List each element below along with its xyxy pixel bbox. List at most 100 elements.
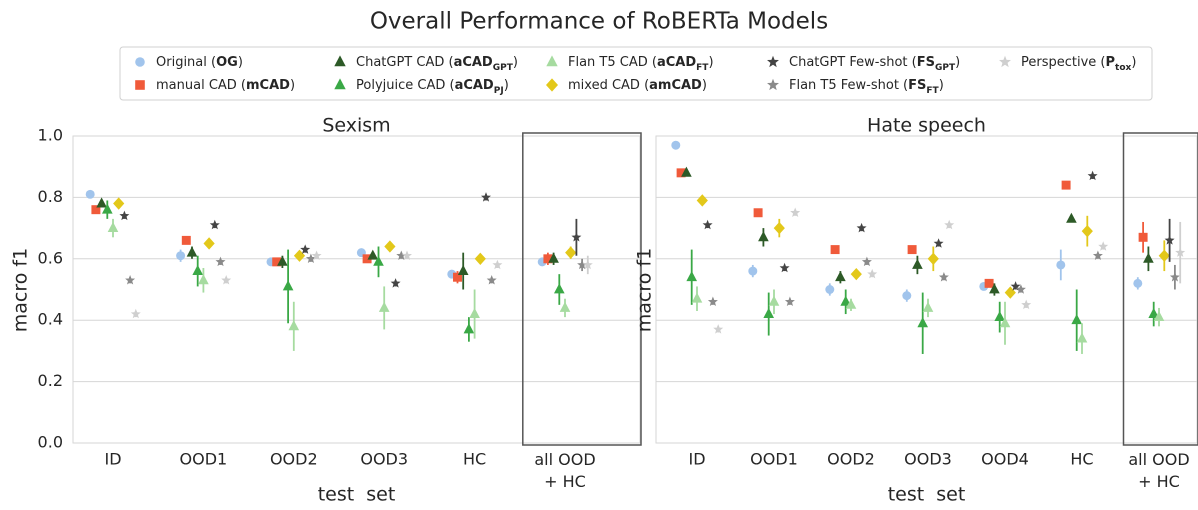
- legend-label-part: GPT: [493, 63, 514, 73]
- marker: [1066, 212, 1077, 223]
- marker: [681, 166, 692, 177]
- legend-label-part: aCAD: [657, 55, 696, 70]
- legend-label-part: FT: [926, 86, 939, 96]
- legend-box: [119, 46, 1153, 101]
- legend-label-part: ): [702, 78, 707, 93]
- marker: [373, 255, 384, 266]
- marker: [1010, 281, 1021, 291]
- marker: [221, 275, 232, 285]
- marker: [367, 249, 379, 260]
- marker: [671, 140, 681, 150]
- marker: [1092, 250, 1103, 260]
- marker: [282, 280, 294, 291]
- legend-label: manual CAD (mCAD): [156, 78, 295, 93]
- marker: [215, 256, 226, 267]
- marker: [784, 296, 795, 307]
- x-tick-label: HC: [1070, 450, 1093, 469]
- marker: [856, 222, 867, 233]
- x-tick-label: ID: [688, 450, 705, 469]
- x-axis-label: test set: [318, 484, 396, 506]
- legend-label: Flan T5 CAD (aCADFT): [568, 55, 714, 73]
- marker: [1056, 260, 1066, 270]
- marker: [311, 250, 322, 260]
- legend-label: Flan T5 Few-shot (FSFT): [789, 78, 944, 96]
- legend-label: Original (OG): [156, 55, 243, 70]
- marker: [1158, 249, 1170, 262]
- marker: [463, 323, 475, 334]
- marker: [474, 252, 486, 265]
- highlight-box: [1122, 132, 1198, 446]
- marker: [378, 301, 390, 312]
- marker: [999, 317, 1011, 328]
- legend-label-part: FS: [917, 55, 935, 70]
- marker: [96, 197, 107, 208]
- marker: [1021, 299, 1032, 310]
- marker: [548, 252, 559, 263]
- figure-title: Overall Performance of RoBERTa Models: [370, 9, 828, 35]
- x-tick-label: ID: [104, 450, 121, 469]
- y-tick-label: 0.4: [38, 310, 63, 329]
- legend-label: ChatGPT Few-shot (FSGPT): [789, 55, 960, 73]
- marker: [277, 255, 288, 266]
- y-axis-label: macro f1: [10, 248, 32, 332]
- marker: [272, 257, 282, 267]
- marker: [938, 271, 949, 282]
- legend-label-part: ): [939, 78, 944, 93]
- marker: [553, 283, 565, 294]
- marker: [861, 256, 872, 267]
- legend-marker: [546, 78, 558, 92]
- marker: [288, 320, 300, 331]
- marker: [176, 251, 186, 261]
- marker: [933, 238, 944, 248]
- subplot-title: Sexism: [322, 115, 390, 137]
- marker: [209, 219, 220, 230]
- marker: [565, 246, 577, 259]
- legend-label-part: aCAD: [455, 78, 494, 93]
- marker: [840, 295, 852, 306]
- marker: [1148, 307, 1160, 318]
- legend-marker: [999, 55, 1011, 68]
- marker: [305, 253, 316, 264]
- marker: [559, 301, 571, 312]
- marker: [85, 189, 95, 199]
- marker: [1087, 170, 1098, 181]
- marker: [907, 245, 917, 255]
- marker: [113, 197, 125, 210]
- y-tick-label: 0.6: [38, 248, 63, 267]
- legend-label-part: ): [290, 78, 295, 93]
- y-tick-label: 0.0: [38, 433, 63, 452]
- marker: [582, 259, 593, 270]
- marker: [713, 324, 724, 334]
- subplot-title: Hate speech: [867, 115, 986, 137]
- marker: [457, 264, 469, 275]
- legend-label: ChatGPT CAD (aCADGPT): [356, 55, 518, 73]
- legend-label-part: ): [955, 55, 960, 70]
- marker: [773, 221, 785, 235]
- marker: [402, 250, 412, 260]
- x-tick-label-line: all OOD: [534, 450, 595, 469]
- legend-label-part: OG: [216, 55, 238, 70]
- marker: [691, 292, 703, 303]
- marker: [845, 298, 857, 309]
- plot-area: [72, 135, 641, 444]
- legend-label: mixed CAD (amCAD): [568, 78, 707, 93]
- x-tick-label: OOD3: [360, 450, 408, 469]
- marker: [91, 205, 101, 215]
- x-tick-label: all OOD + HC: [534, 450, 595, 491]
- marker: [469, 307, 480, 318]
- y-tick-label: 0.8: [38, 187, 63, 206]
- marker: [119, 210, 130, 221]
- y-axis-label: macro f1: [634, 248, 656, 332]
- x-tick-label: OOD1: [750, 450, 798, 469]
- marker: [130, 308, 141, 319]
- x-tick-label: HC: [463, 450, 486, 469]
- marker: [1153, 310, 1165, 322]
- marker: [922, 301, 934, 312]
- marker: [192, 264, 204, 275]
- legend-label-part: mixed CAD (: [568, 78, 649, 93]
- marker: [1138, 232, 1148, 242]
- marker: [748, 266, 758, 276]
- marker: [1071, 314, 1083, 325]
- marker: [676, 168, 686, 178]
- marker: [850, 267, 862, 281]
